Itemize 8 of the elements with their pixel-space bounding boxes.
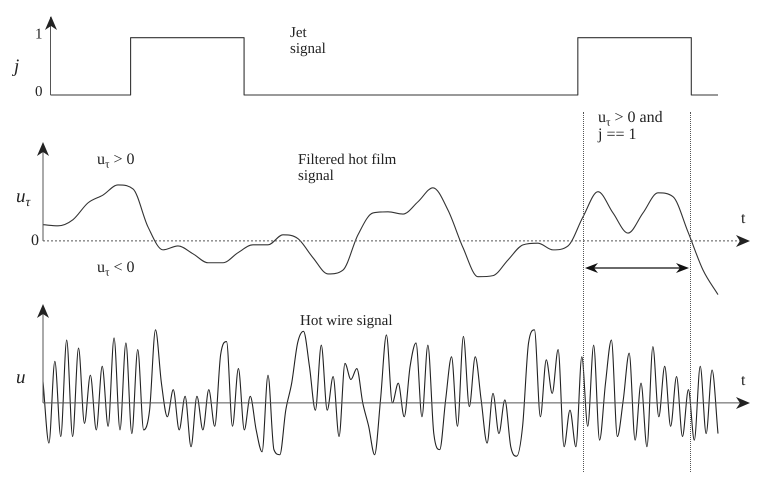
y-axis-title: u [16, 367, 26, 388]
y-tick-label: 1 [35, 26, 42, 43]
y-axis-title: j [11, 56, 20, 77]
chart-title: Filtered hot film signal [298, 152, 397, 184]
x-axis-title: t [741, 372, 746, 390]
text: Jet signal [290, 24, 326, 57]
x-axis-title: t [741, 210, 746, 228]
chart-title: Hot wire signal [300, 312, 392, 329]
